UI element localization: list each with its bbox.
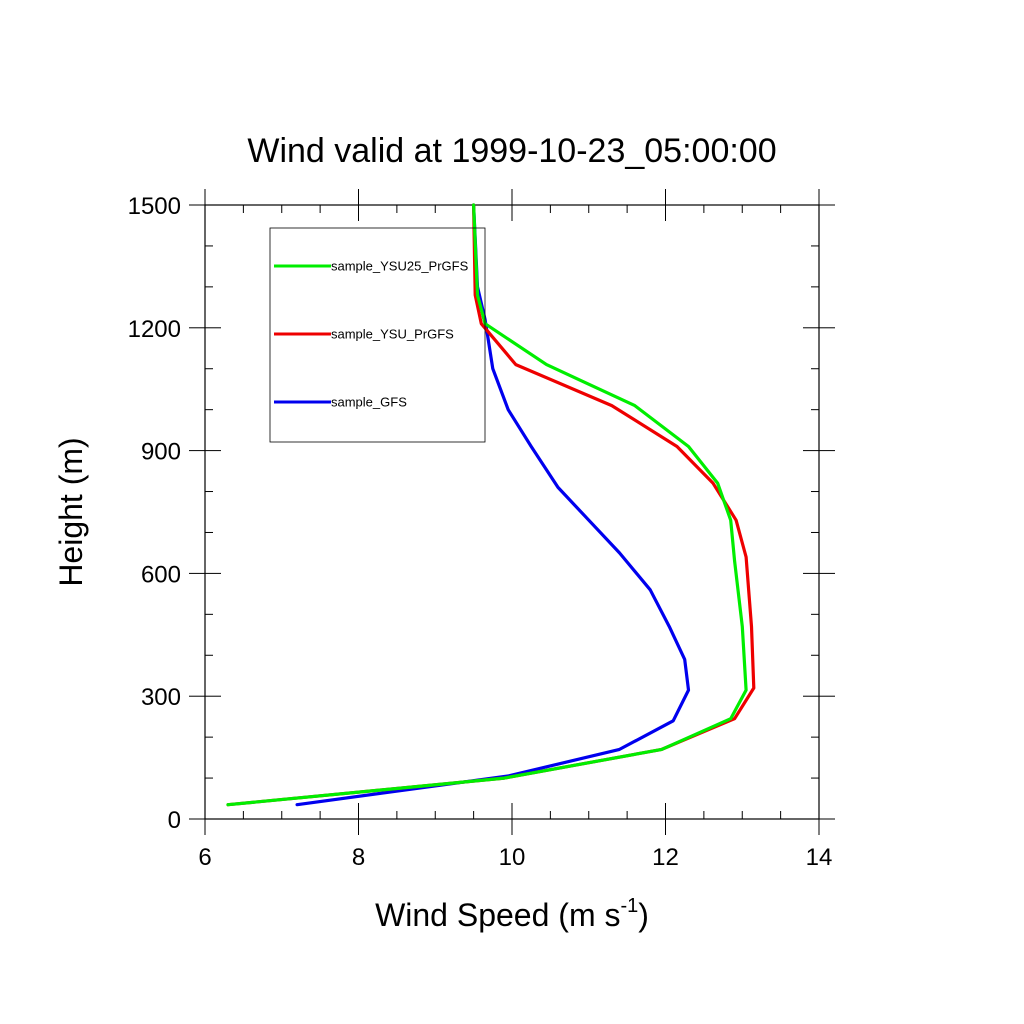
- tick-marks: [189, 189, 835, 835]
- y-axis-label: Height (m): [53, 437, 89, 586]
- legend-box: [269, 227, 486, 443]
- legend-entry-label: sample_YSU_PrGFS: [331, 327, 454, 342]
- plot-frame: [204, 204, 820, 820]
- x-axis-label-superscript: -1: [620, 895, 638, 917]
- x-axis-label-base: Wind Speed (m s: [375, 897, 620, 933]
- series-line-sample_GFS: [295, 203, 691, 807]
- y-tick-label: 900: [141, 439, 181, 466]
- legend-entry-label: sample_YSU25_PrGFS: [331, 259, 469, 274]
- y-tick-label: 1200: [128, 316, 181, 343]
- series-line-sample_YSU25_PrGFS: [226, 203, 748, 807]
- y-tick-label: 1500: [128, 193, 181, 220]
- y-tick-label: 600: [141, 561, 181, 588]
- x-axis-label: Wind Speed (m s-1): [375, 895, 649, 933]
- x-tick-label: 8: [352, 844, 365, 871]
- y-tick-label: 0: [168, 807, 181, 834]
- legend-entry-label: sample_GFS: [331, 395, 407, 410]
- y-tick-label: 300: [141, 684, 181, 711]
- y-tick-labels: 0 300 600 900 1200 1500: [128, 193, 181, 834]
- series-lines: [226, 203, 756, 807]
- x-tick-label: 14: [806, 844, 833, 871]
- legend: sample_YSU25_PrGFS sample_YSU_PrGFSsample…: [269, 227, 486, 443]
- x-tick-label: 10: [499, 844, 526, 871]
- chart-title: Wind valid at 1999-10-23_05:00:00: [247, 132, 776, 170]
- x-tick-labels: 6 8 10 12 14: [198, 844, 832, 871]
- x-axis-label-suffix: ): [638, 897, 649, 933]
- x-tick-label: 12: [652, 844, 679, 871]
- x-tick-label: 6: [198, 844, 211, 871]
